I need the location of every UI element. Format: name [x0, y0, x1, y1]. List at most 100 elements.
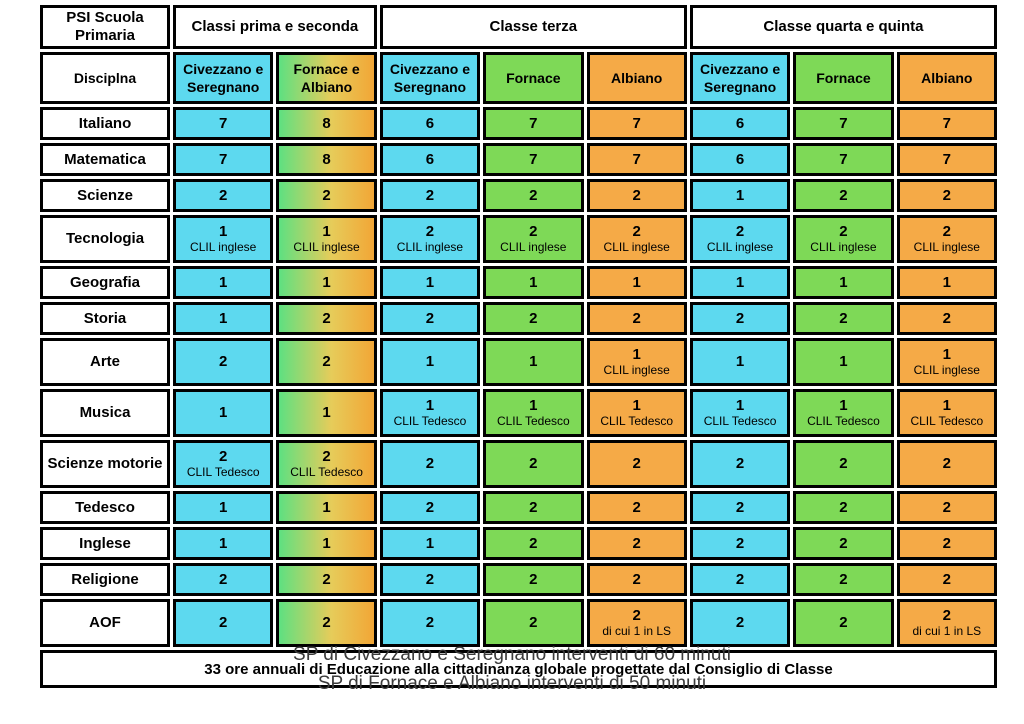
table-cell: 2 [586, 527, 687, 560]
table-cell: 2 CLIL inglese [689, 215, 791, 263]
table-row: Italiano 7 8 6 7 7 6 7 7 [40, 107, 997, 140]
row-label: Tecnologia [40, 215, 170, 263]
cell-subtext: CLIL inglese [603, 363, 670, 378]
cell-subtext: CLIL Tedesco [807, 414, 880, 429]
table-cell: 1 [689, 266, 791, 299]
row-label: Italiano [40, 107, 170, 140]
cell-value: 1 [529, 273, 538, 291]
cell-value: 2 [322, 186, 331, 204]
table-cell: 2 di cui 1 in LS [586, 599, 687, 647]
cell-value: 1 [322, 223, 331, 241]
table-row: Inglese 1 1 1 2 2 2 2 2 [40, 527, 997, 560]
row-label: Tedesco [40, 491, 170, 524]
table-cell: 7 [793, 107, 894, 140]
cell-value: 1 [219, 309, 228, 327]
cell-value: 2 [942, 455, 951, 473]
cell-value: 7 [219, 150, 228, 168]
table-cell: 1 [793, 338, 894, 386]
table-cell: 2 [483, 599, 584, 647]
table-body: Italiano 7 8 6 7 7 6 7 7 Matematica 7 8 6 7 7 6 7 7 Scienz… [40, 107, 997, 647]
cell-value: 1 [735, 273, 745, 291]
cell-value: 2 [529, 223, 538, 241]
cell-value: 1 [839, 397, 848, 415]
cell-subtext: di cui 1 in LS [602, 624, 672, 639]
table-cell: 2 [793, 599, 894, 647]
table-cell: 7 [173, 107, 274, 140]
cell-value: 2 [322, 448, 331, 466]
table-cell: 1 [173, 266, 274, 299]
cell-subtext: CLIL inglese [293, 240, 360, 255]
cell-value: 2 [425, 614, 435, 632]
table-cell: 6 [379, 143, 481, 176]
captions: SP di Civezzano e Seregnano interventi d… [0, 641, 1024, 698]
cell-subtext: CLIL inglese [500, 240, 567, 255]
row-label: Scienze [40, 179, 170, 212]
table-cell: 2 [896, 563, 997, 596]
table-cell: 2 [689, 440, 791, 488]
row-label: Storia [40, 302, 170, 335]
table-cell: 7 [586, 143, 687, 176]
table-cell: 2 [379, 491, 481, 524]
cell-value: 2 [632, 223, 641, 241]
table-cell: 7 [793, 143, 894, 176]
table-cell: 1 CLIL Tedesco [379, 389, 481, 437]
column-header-civezzano-seregnano-1: Civezzano e Seregnano [173, 52, 274, 104]
cell-value: 1 [425, 397, 435, 415]
table-cell: 8 [276, 143, 377, 176]
table-cell: 2 [379, 302, 481, 335]
table-cell: 2 [173, 338, 274, 386]
cell-value: 2 [322, 309, 331, 327]
cell-subtext: CLIL inglese [190, 240, 257, 255]
table-cell: 2 [276, 599, 377, 647]
table-cell: 2 [896, 302, 997, 335]
cell-value: 7 [529, 150, 538, 168]
table-cell: 2 CLIL inglese [379, 215, 481, 263]
table-cell: 1 [173, 302, 274, 335]
cell-value: 1 [219, 404, 228, 422]
cell-value: 2 [942, 186, 951, 204]
table-cell: 1 CLIL Tedesco [793, 389, 894, 437]
cell-value: 2 [632, 186, 641, 204]
cell-value: 7 [219, 114, 228, 132]
table-row: Matematica 7 8 6 7 7 6 7 7 [40, 143, 997, 176]
cell-value: 7 [529, 114, 538, 132]
cell-value: 2 [529, 455, 538, 473]
cell-value: 7 [839, 150, 848, 168]
cell-value: 1 [529, 353, 538, 371]
table-row: AOF 2 2 2 2 2 di cui 1 in LS 2 2 2 di cui 1 in LS [40, 599, 997, 647]
table-cell: 1 CLIL Tedesco [483, 389, 584, 437]
cell-value: 2 [529, 570, 538, 588]
cell-value: 2 [219, 614, 228, 632]
cell-value: 1 [632, 397, 641, 415]
footer-note: 33 ore annuali di Educazione alla cittad… [40, 650, 997, 688]
cell-value: 2 [529, 498, 538, 516]
table-cell: 2 [379, 440, 481, 488]
cell-value: 7 [942, 114, 951, 132]
cell-value: 2 [632, 534, 641, 552]
table-cell: 7 [483, 107, 584, 140]
table-cell: 8 [276, 107, 377, 140]
table-header-groups: PSI Scuola Primaria Classi prima e secon… [40, 5, 997, 49]
cell-value: 2 [632, 570, 641, 588]
table-cell: 2 CLIL inglese [793, 215, 894, 263]
cell-value: 1 [735, 397, 745, 415]
group-header-terza: Classe terza [379, 5, 687, 49]
table-cell: 2 [586, 491, 687, 524]
cell-value: 2 [529, 309, 538, 327]
cell-value: 2 [839, 186, 848, 204]
table-cell: 2 [793, 491, 894, 524]
cell-value: 2 [219, 353, 228, 371]
cell-value: 2 [942, 309, 951, 327]
cell-value: 7 [942, 150, 951, 168]
table-cell: 2 [896, 491, 997, 524]
table-cell: 1 [276, 527, 377, 560]
table-header-columns: Disciplna Civezzano e Seregnano Fornace … [40, 52, 997, 104]
cell-subtext: CLIL Tedesco [496, 414, 570, 429]
table-cell: 1 CLIL inglese [173, 215, 274, 263]
table-cell: 1 [483, 338, 584, 386]
cell-value: 2 [632, 309, 641, 327]
column-header-albiano-45: Albiano [896, 52, 997, 104]
table-cell: 7 [483, 143, 584, 176]
cell-value: 2 [839, 498, 848, 516]
cell-value: 2 [529, 534, 538, 552]
